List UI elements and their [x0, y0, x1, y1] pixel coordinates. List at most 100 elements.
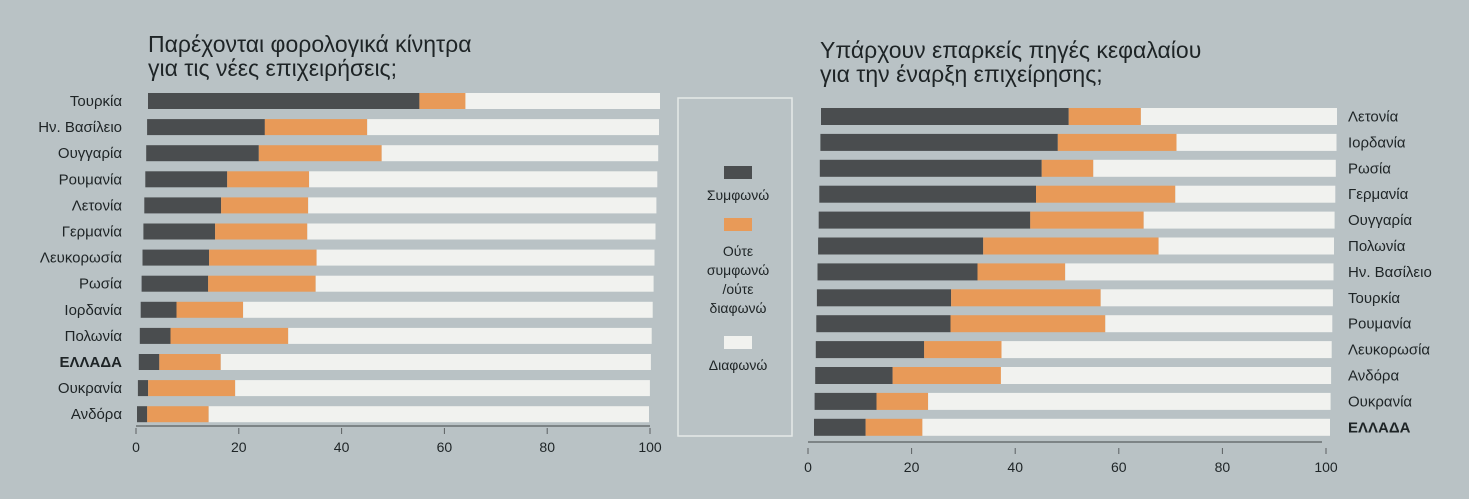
bar-segment-neutral — [924, 341, 1002, 359]
bar-segment-neutral — [227, 171, 310, 188]
bar-segment-agree — [815, 341, 925, 359]
x-ticks: 0 20 40 60 80 100 — [132, 428, 662, 455]
bar-segment-agree — [139, 327, 171, 344]
bar-segment-disagree — [309, 171, 658, 188]
bar-segment-disagree — [1158, 237, 1334, 255]
bar-segment-disagree — [315, 275, 654, 292]
category-label: Ην. Βασίλειο — [1348, 264, 1432, 281]
chart-capital-sources: Υπάρχουν επαρκείς πηγές κεφαλαίου για τη… — [804, 37, 1432, 475]
bar-segment-agree — [140, 301, 177, 318]
bar-segment-neutral — [176, 301, 244, 318]
bar-segment-disagree — [288, 327, 652, 344]
bar-segment-disagree — [243, 301, 653, 318]
x-ticks: 0 20 40 60 80 100 — [804, 448, 1338, 475]
bars-group — [814, 108, 1337, 436]
x-tick-label: 80 — [539, 439, 555, 455]
category-label: Τουρκία — [1348, 290, 1400, 307]
legend-label-neutral-4: διαφωνώ — [710, 300, 767, 316]
bar-segment-disagree — [928, 392, 1331, 410]
bar-segment-agree — [814, 392, 877, 410]
x-tick-label: 20 — [904, 459, 920, 475]
legend-swatch-disagree — [724, 336, 752, 349]
x-tick-label: 80 — [1215, 459, 1231, 475]
bar-segment-neutral — [1030, 211, 1144, 229]
bar-segment-disagree — [316, 249, 655, 266]
legend-label-neutral-3: /ούτε — [722, 281, 753, 297]
bar-segment-neutral — [209, 249, 317, 266]
legend-label-disagree: Διαφωνώ — [709, 357, 768, 373]
bar-segment-neutral — [1041, 159, 1094, 177]
bar-segment-disagree — [1176, 133, 1337, 151]
bar-segment-agree — [814, 418, 866, 436]
bar-segment-disagree — [381, 145, 659, 162]
category-label: Ρωσία — [79, 276, 122, 293]
bar-segment-agree — [142, 249, 210, 266]
chart-title-line-2: για τις νέες επιχειρήσεις; — [148, 55, 397, 81]
bar-segment-neutral — [258, 145, 382, 162]
bar-segment-neutral — [1068, 108, 1141, 125]
legend: Συμφωνώ Ούτε συμφωνώ /ούτε διαφωνώ Διαφω… — [677, 97, 793, 437]
bar-segment-agree — [143, 223, 216, 240]
bar-segment-agree — [137, 406, 148, 423]
chart-title-line-1: Παρέχονται φορολογικά κίνητρα — [148, 31, 472, 57]
bar-segment-agree — [817, 263, 978, 281]
category-label: Ουγγαρία — [58, 145, 122, 162]
bar-segment-neutral — [170, 327, 289, 344]
bar-segment-disagree — [235, 380, 650, 397]
bar-segment-disagree — [1000, 367, 1332, 384]
x-tick-label: 60 — [1111, 459, 1127, 475]
category-label: Γερμανία — [62, 224, 123, 241]
bar-segment-agree — [141, 275, 209, 292]
bar-segment-disagree — [308, 197, 657, 214]
category-label: Ουγγαρία — [1348, 212, 1412, 229]
category-labels: Τουρκία Ην. Βασίλειο Ουγγαρία Ρουμανία Λετον… — [38, 93, 122, 423]
bar-segment-disagree — [1140, 108, 1337, 125]
x-tick-label: 0 — [804, 459, 812, 475]
bar-segment-disagree — [208, 406, 649, 423]
category-label: Ουκρανία — [58, 380, 122, 397]
bar-segment-agree — [138, 354, 160, 370]
bar-segment-agree — [145, 171, 228, 188]
bar-segment-agree — [819, 159, 1042, 177]
category-label: Ουκρανία — [1348, 393, 1412, 410]
legend-label-neutral-2: συμφωνώ — [707, 262, 769, 278]
category-label: Ανδόρα — [71, 406, 122, 423]
x-tick-label: 40 — [1007, 459, 1023, 475]
category-label: Πολωνία — [65, 328, 123, 345]
bar-segment-agree — [819, 185, 1036, 203]
category-label: Ρωσία — [1348, 160, 1391, 177]
x-tick-label: 100 — [638, 439, 662, 455]
bar-segment-neutral — [951, 289, 1101, 307]
bar-segment-disagree — [1001, 341, 1332, 359]
bar-segment-agree — [148, 93, 420, 109]
x-tick-label: 20 — [231, 439, 247, 455]
bar-segment-disagree — [1065, 263, 1334, 281]
bar-segment-neutral — [977, 263, 1066, 281]
bar-segment-neutral — [148, 380, 236, 397]
bar-segment-neutral — [983, 237, 1159, 255]
category-label: Ανδόρα — [1348, 368, 1399, 385]
bar-segment-agree — [818, 237, 984, 255]
category-label: Ρουμανία — [59, 171, 123, 188]
x-tick-label: 0 — [132, 439, 140, 455]
category-label: Ιορδανία — [64, 302, 122, 319]
bar-segment-neutral — [221, 197, 309, 214]
category-label: Πολωνία — [1348, 238, 1406, 255]
bar-segment-agree — [816, 315, 951, 333]
bar-segment-neutral — [208, 275, 316, 292]
legend-swatch-neutral — [724, 218, 752, 231]
bar-segment-disagree — [922, 418, 1330, 436]
legend-label-agree: Συμφωνώ — [707, 187, 769, 203]
bar-segment-neutral — [1036, 185, 1176, 203]
category-label: Ρουμανία — [1348, 316, 1412, 333]
bar-segment-neutral — [865, 418, 923, 436]
bar-segment-disagree — [465, 93, 660, 109]
bar-segment-disagree — [220, 354, 651, 370]
bar-segment-agree — [818, 211, 1031, 229]
category-label: Τουρκία — [70, 93, 122, 110]
legend-label-neutral-1: Ούτε — [723, 243, 753, 259]
bar-segment-agree — [146, 145, 259, 162]
bar-segment-disagree — [1105, 315, 1333, 333]
bar-segment-agree — [816, 289, 952, 307]
